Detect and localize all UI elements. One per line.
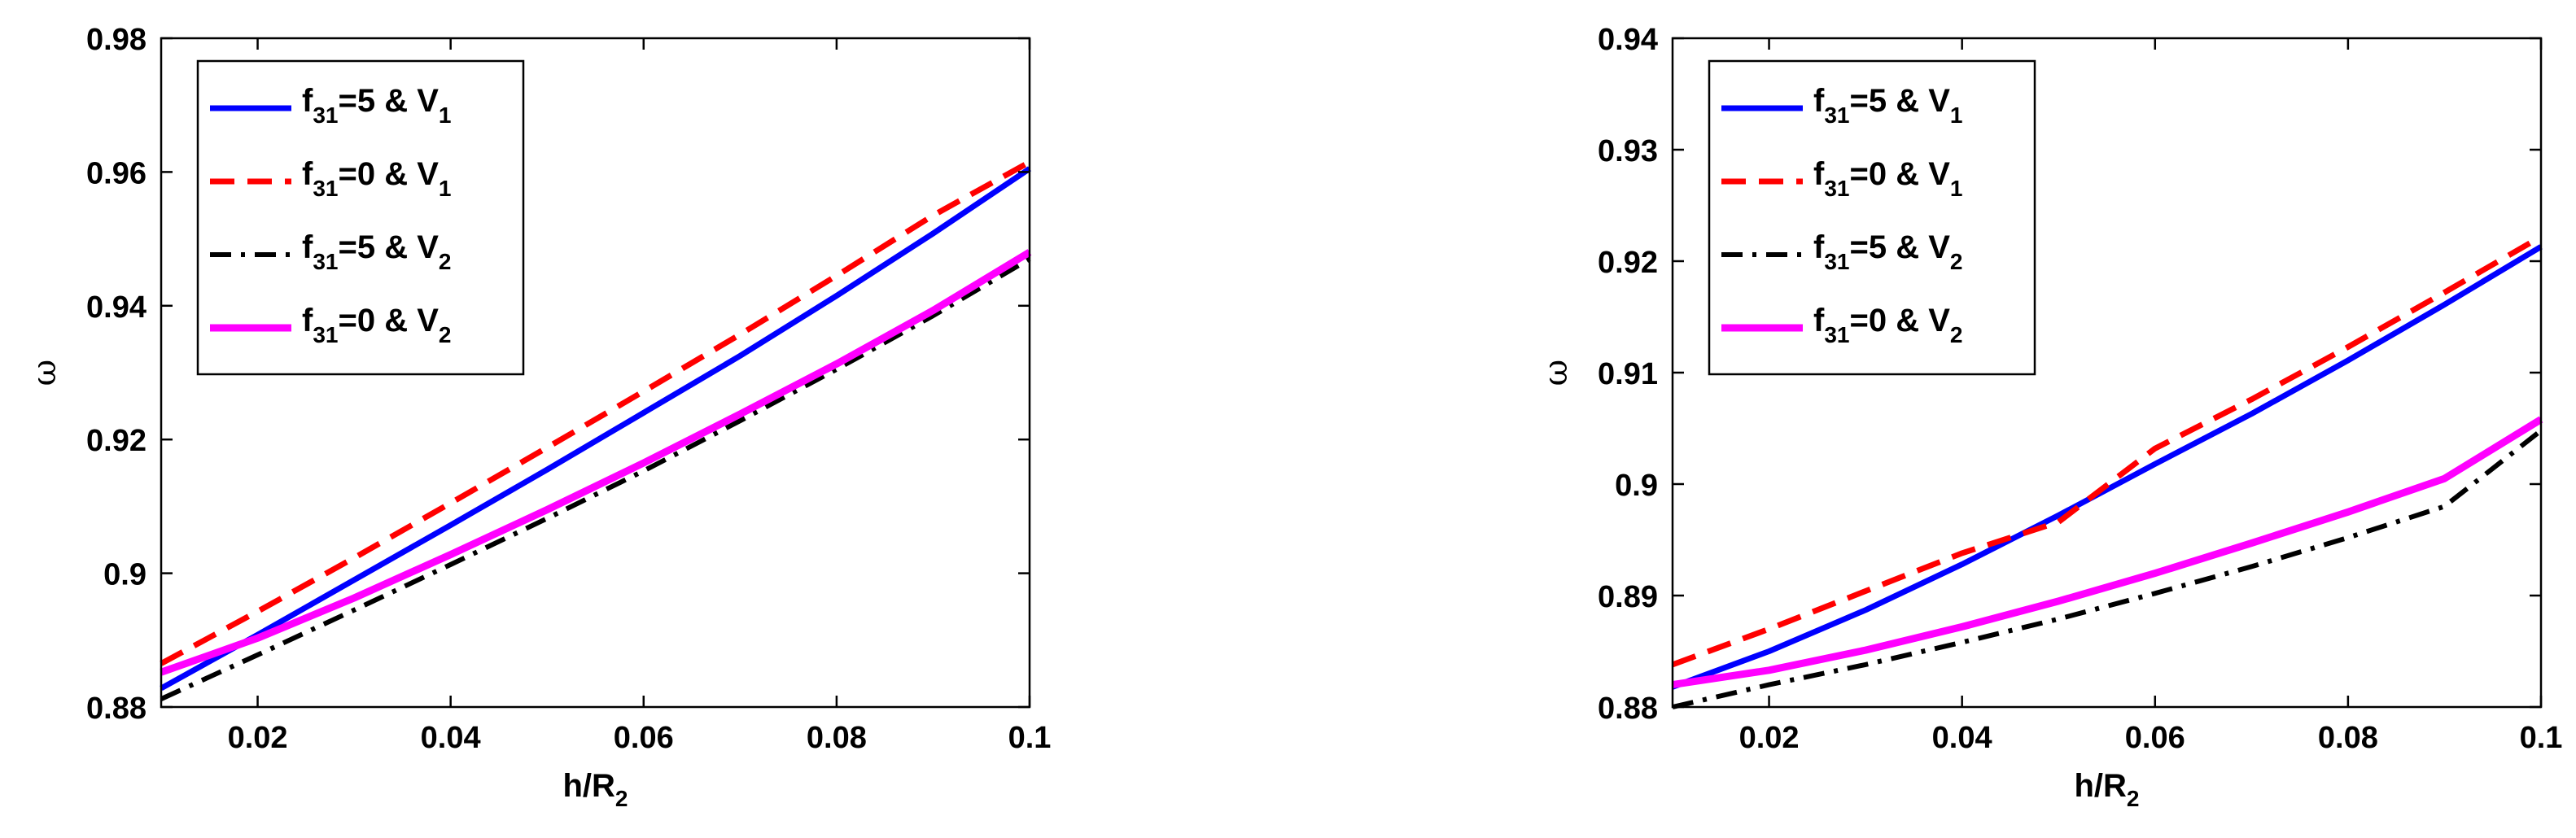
series-line-2 [1671, 234, 2543, 668]
y-tick-label: 0.88 [86, 692, 147, 726]
plot-frame [160, 37, 1031, 709]
legend-label-3: f31=5 & V2 [1813, 229, 1962, 274]
y-tick-label: 0.89 [1598, 580, 1658, 614]
legend-label-sub2: 1 [1950, 176, 1963, 201]
legend-label-1: f31=5 & V1 [302, 83, 451, 128]
x-axis-label: h/R2 [562, 768, 628, 811]
legend-label-main: f [302, 229, 313, 265]
y-tick-label: 0.9 [103, 558, 147, 592]
legend-label-2: f31=0 & V1 [302, 156, 451, 201]
series-line-2 [160, 159, 1031, 666]
y-tick-label: 0.96 [86, 156, 147, 190]
x-axis-label-sub: 2 [2127, 786, 2140, 811]
x-tick-label: 0.1 [1008, 721, 1052, 755]
x-tick-label: 0.02 [1739, 721, 1800, 755]
x-axis-label-main: h/R [2074, 768, 2127, 804]
series-line-4 [160, 249, 1032, 676]
legend-label-sub2: 1 [439, 176, 452, 201]
legend-label-sub: 31 [1824, 176, 1849, 201]
series-line-4 [1672, 416, 2543, 689]
legend-label-sub: 31 [1824, 322, 1849, 347]
legend-label-sub: 31 [313, 103, 338, 128]
series-line-3 [1672, 428, 2543, 709]
y-tick-label: 0.94 [1598, 23, 1658, 57]
legend-label-main: f [1813, 156, 1825, 192]
legend-label-mid: =0 & V [1849, 303, 1950, 338]
x-tick-label: 0.06 [614, 721, 674, 755]
series-group [1671, 234, 2543, 709]
y-tick-label: 0.9 [1615, 469, 1658, 503]
y-tick-label: 0.88 [1598, 692, 1658, 726]
legend-label-sub2: 1 [439, 103, 452, 128]
legend-label-sub2: 1 [1950, 103, 1963, 128]
legend-box [196, 59, 525, 376]
legend-label-3: f31=5 & V2 [302, 229, 451, 274]
series-line-3 [160, 256, 1031, 701]
legend-label-2: f31=0 & V1 [1813, 156, 1962, 201]
y-tick-label: 0.93 [1598, 134, 1658, 168]
x-tick-label: 0.04 [1932, 721, 1992, 755]
legend-label-mid: =5 & V [338, 83, 439, 119]
legend-label-main: f [302, 303, 313, 338]
x-tick-label: 0.02 [228, 721, 288, 755]
y-axis-label: ω [26, 360, 63, 386]
legend-label-sub2: 2 [439, 322, 452, 347]
series-group [160, 159, 1032, 701]
legend-label-4: f31=0 & V2 [302, 303, 451, 347]
legend-label-sub2: 2 [439, 249, 452, 274]
legend-label-main: f [302, 156, 313, 192]
legend-label-main: f [1813, 303, 1825, 338]
legend-box [1708, 59, 2036, 376]
x-tick-label: 0.08 [2318, 721, 2378, 755]
legend-label-mid: =5 & V [338, 229, 439, 265]
x-axis-label: h/R2 [2074, 768, 2139, 811]
legend-label-mid: =0 & V [1849, 156, 1950, 192]
legend-label-sub: 31 [1824, 103, 1849, 128]
x-tick-label: 0.1 [2520, 721, 2563, 755]
legend-label-main: f [1813, 229, 1825, 265]
plot-panel-2: 0.02 0.04 0.06 0.08 0.1 0.88 0.89 0.9 0.91 0.92 0.… [1537, 23, 2562, 811]
legend-label-4: f31=0 & V2 [1813, 303, 1962, 347]
x-axis-label-sub: 2 [615, 786, 628, 811]
x-tick-label: 0.04 [421, 721, 481, 755]
y-tick-label: 0.94 [86, 290, 147, 325]
y-tick-label: 0.92 [1598, 246, 1658, 280]
plot-panel-1: 0.02 0.04 0.06 0.08 0.1 0.88 0.9 0.92 0.94 0.96 0.… [26, 23, 1051, 811]
y-tick-label: 0.98 [86, 23, 147, 57]
x-axis-label-main: h/R [562, 768, 615, 804]
legend-label-sub: 31 [313, 322, 338, 347]
y-axis-label: ω [1537, 360, 1575, 386]
legend-label-mid: =0 & V [338, 303, 439, 338]
legend-label-sub: 31 [313, 176, 338, 201]
legend-label-1: f31=5 & V1 [1813, 83, 1962, 128]
series-line-1 [1671, 244, 2543, 690]
series-line-1 [160, 166, 1031, 692]
legend-label-sub2: 2 [1950, 322, 1963, 347]
legend-label-mid: =5 & V [1849, 83, 1950, 119]
y-tick-label: 0.91 [1598, 357, 1658, 391]
legend-label-mid: =0 & V [338, 156, 439, 192]
legend-label-sub: 31 [1824, 249, 1849, 274]
legend-label-sub: 31 [313, 249, 338, 274]
legend-label-main: f [1813, 83, 1825, 119]
legend-label-mid: =5 & V [1849, 229, 1950, 265]
x-tick-label: 0.06 [2125, 721, 2185, 755]
legend-label-sub2: 2 [1950, 249, 1963, 274]
y-tick-label: 0.92 [86, 424, 147, 458]
x-tick-label: 0.08 [807, 721, 867, 755]
legend-label-main: f [302, 83, 313, 119]
